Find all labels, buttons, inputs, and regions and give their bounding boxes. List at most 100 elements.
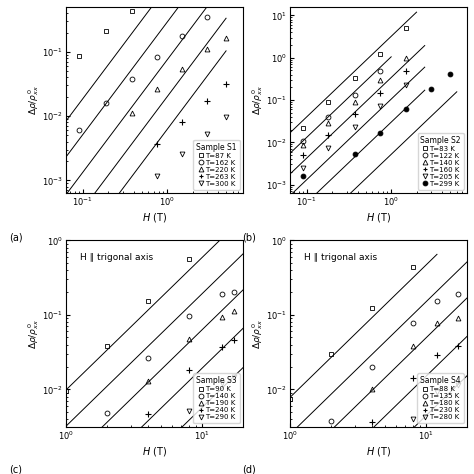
T=263 K (154, 141, 159, 146)
T=290 K (145, 448, 151, 454)
Text: H ∥ trigonal axis: H ∥ trigonal axis (80, 254, 153, 263)
Text: (a): (a) (9, 232, 23, 242)
T=83 K (300, 125, 306, 131)
X-axis label: $H$ (T): $H$ (T) (366, 211, 391, 224)
Line: T=140 K: T=140 K (301, 55, 409, 148)
T=280 K (455, 382, 460, 388)
T=230 K (455, 343, 460, 349)
T=299 K (377, 130, 383, 136)
Line: T=263 K: T=263 K (154, 81, 229, 147)
Line: T=160 K: T=160 K (300, 68, 409, 158)
T=299 K (352, 151, 357, 157)
T=162 K (154, 55, 159, 60)
T=290 K (231, 374, 237, 380)
T=190 K (186, 336, 192, 341)
T=180 K (434, 320, 440, 326)
T=240 K (104, 461, 110, 467)
T=280 K (369, 455, 375, 461)
T=240 K (219, 344, 225, 350)
T=240 K (231, 337, 237, 343)
T=180 K (369, 386, 375, 392)
T=160 K (352, 111, 357, 117)
X-axis label: $H$ (T): $H$ (T) (366, 445, 391, 457)
Line: T=220 K: T=220 K (129, 36, 228, 116)
T=240 K (186, 367, 192, 373)
T=162 K (179, 34, 185, 39)
T=90 K (145, 298, 151, 303)
Text: H ∥ trigonal axis: H ∥ trigonal axis (304, 254, 377, 263)
T=83 K (352, 75, 357, 81)
T=220 K (179, 66, 185, 72)
Text: (c): (c) (9, 464, 22, 474)
T=140 K (300, 143, 306, 148)
T=220 K (223, 35, 229, 41)
T=135 K (434, 298, 440, 303)
X-axis label: $H$ (T): $H$ (T) (142, 211, 167, 224)
T=230 K (328, 470, 334, 474)
T=160 K (300, 152, 306, 158)
T=88 K (287, 396, 293, 401)
T=140 K (326, 120, 331, 126)
T=88 K (328, 351, 334, 357)
T=140 K (104, 410, 110, 416)
Line: T=180 K: T=180 K (328, 315, 460, 446)
T=205 K (377, 103, 383, 109)
T=83 K (377, 51, 383, 56)
T=300 K (223, 114, 229, 119)
T=300 K (179, 151, 185, 156)
T=180 K (328, 440, 334, 446)
Legend: T=88 K, T=135 K, T=180 K, T=230 K, T=280 K: T=88 K, T=135 K, T=180 K, T=230 K, T=280… (418, 374, 464, 423)
T=122 K (352, 91, 357, 97)
T=160 K (377, 90, 383, 96)
T=299 K (428, 86, 434, 91)
T=300 K (204, 131, 210, 137)
T=230 K (434, 352, 440, 358)
T=135 K (455, 292, 460, 297)
Line: T=290 K: T=290 K (146, 375, 236, 453)
T=90 K (63, 388, 69, 394)
T=140 K (145, 356, 151, 361)
T=263 K (223, 81, 229, 87)
T=230 K (369, 419, 375, 425)
Line: T=135 K: T=135 K (328, 292, 460, 423)
T=230 K (410, 376, 416, 382)
Y-axis label: $\Delta\rho/\rho^0_{xx}$: $\Delta\rho/\rho^0_{xx}$ (26, 85, 41, 115)
T=290 K (219, 381, 225, 386)
T=140 K (377, 78, 383, 83)
Line: T=190 K: T=190 K (104, 309, 236, 438)
Line: T=230 K: T=230 K (328, 343, 461, 474)
T=88 K (410, 264, 416, 270)
T=180 K (410, 343, 416, 349)
T=90 K (186, 256, 192, 262)
Text: (b): (b) (242, 232, 255, 242)
T=140 K (231, 289, 237, 294)
T=290 K (186, 408, 192, 413)
T=280 K (434, 389, 440, 395)
Line: T=280 K: T=280 K (370, 383, 460, 460)
Line: T=300 K: T=300 K (154, 114, 228, 179)
T=205 K (326, 146, 331, 151)
Line: T=83 K: T=83 K (301, 26, 409, 130)
T=140 K (352, 99, 357, 105)
T=220 K (129, 110, 135, 116)
T=220 K (204, 46, 210, 52)
T=135 K (369, 364, 375, 370)
T=140 K (186, 313, 192, 319)
T=87 K (129, 8, 135, 13)
T=135 K (328, 418, 334, 424)
T=87 K (76, 54, 82, 59)
T=300 K (154, 173, 159, 179)
Legend: T=90 K, T=140 K, T=190 K, T=240 K, T=290 K: T=90 K, T=140 K, T=190 K, T=240 K, T=290… (193, 374, 239, 423)
Y-axis label: $\Delta\rho/\rho^0_{xx}$: $\Delta\rho/\rho^0_{xx}$ (250, 319, 265, 348)
T=180 K (455, 315, 460, 320)
Line: T=140 K: T=140 K (104, 289, 236, 416)
T=205 K (300, 165, 306, 171)
T=190 K (104, 433, 110, 438)
Legend: T=83 K, T=122 K, T=140 K, T=160 K, T=205 K, T=299 K: T=83 K, T=122 K, T=140 K, T=160 K, T=205… (418, 133, 464, 190)
Line: T=87 K: T=87 K (76, 0, 184, 59)
T=220 K (154, 87, 159, 92)
Y-axis label: $\Delta\rho/\rho^0_{xx}$: $\Delta\rho/\rho^0_{xx}$ (26, 319, 41, 348)
T=140 K (219, 292, 225, 297)
T=162 K (204, 14, 210, 20)
T=263 K (179, 119, 185, 125)
